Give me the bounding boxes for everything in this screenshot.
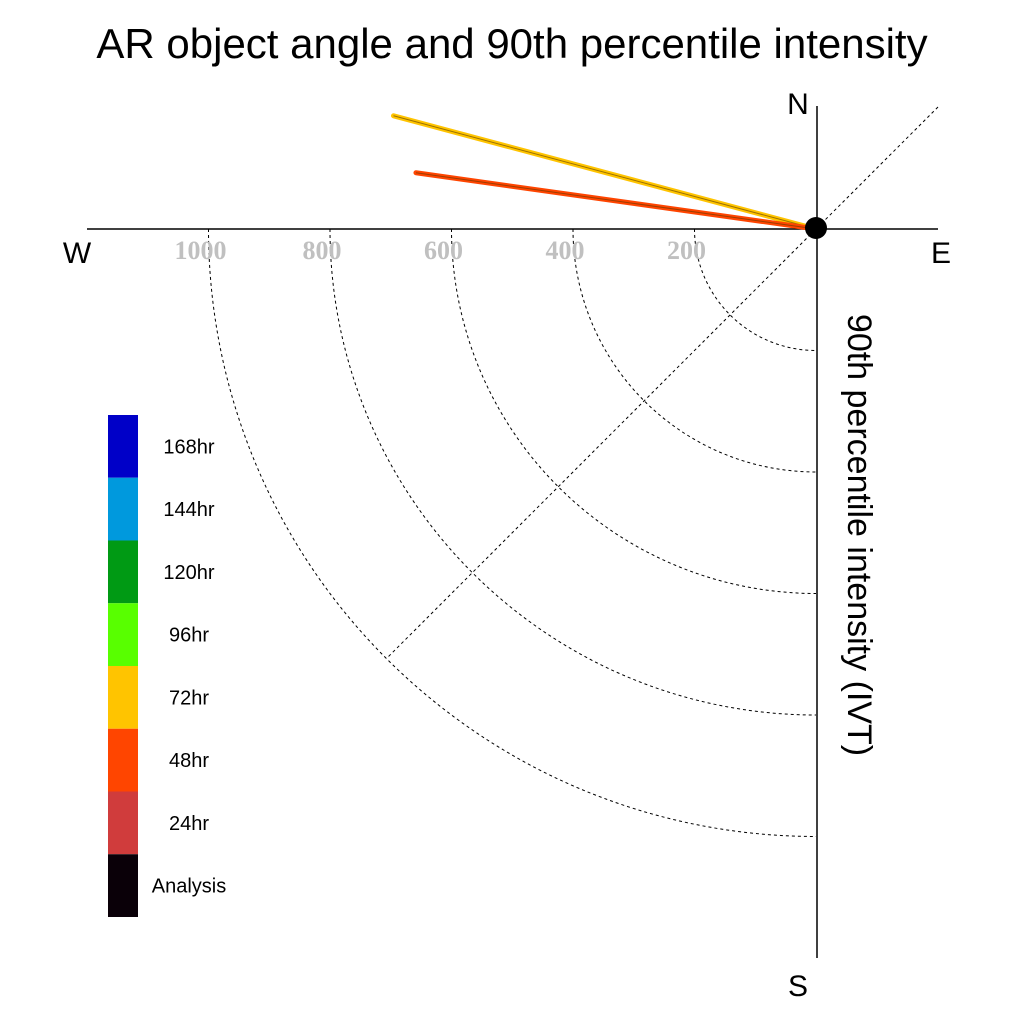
chart-title: AR object angle and 90th percentile inte… xyxy=(96,20,927,67)
compass-east-label: E xyxy=(931,237,951,270)
series-vector-outline-48hr xyxy=(415,172,817,230)
series-vectors xyxy=(391,113,819,232)
grid-diagonal xyxy=(387,106,939,658)
compass-north-label: N xyxy=(787,88,809,121)
radial-tick-label-200: 200 xyxy=(667,236,706,265)
legend-swatch-120hr xyxy=(108,540,138,604)
legend-label-144hr: 144hr xyxy=(163,499,214,521)
radial-tick-label-400: 400 xyxy=(546,236,585,265)
radial-tick-label-1000: 1000 xyxy=(175,236,227,265)
compass-south-label: S xyxy=(788,970,808,1003)
legend-label-Analysis: Analysis xyxy=(152,876,226,898)
y-axis-label: 90th percentile intensity (IVT) xyxy=(840,314,878,756)
grid-arc-1000 xyxy=(208,228,817,837)
grid-arc-600 xyxy=(451,228,817,594)
radial-tick-label-600: 600 xyxy=(424,236,463,265)
grid-arc-400 xyxy=(572,228,817,473)
legend-swatch-24hr xyxy=(108,791,138,855)
legend-swatch-Analysis xyxy=(108,854,138,917)
legend-label-96hr: 96hr xyxy=(169,625,209,647)
polar-grid xyxy=(208,106,939,837)
analysis-marker xyxy=(805,217,827,239)
legend-swatch-144hr xyxy=(108,477,138,541)
radial-tick-labels: 200 400 600 800 1000 xyxy=(175,236,707,265)
legend-label-72hr: 72hr xyxy=(169,687,209,709)
grid-arc-800 xyxy=(329,228,817,716)
legend-swatch-48hr xyxy=(108,728,138,792)
legend-label-48hr: 48hr xyxy=(169,750,209,772)
grid-arc-200 xyxy=(694,228,817,351)
legend-swatch-96hr xyxy=(108,603,138,666)
compass-west-label: W xyxy=(63,237,92,270)
legend-label-24hr: 24hr xyxy=(169,813,209,835)
legend-swatch-168hr xyxy=(108,415,138,478)
radial-tick-label-800: 800 xyxy=(303,236,342,265)
legend-label-168hr: 168hr xyxy=(163,436,214,458)
legend: 168hr 144hr 120hr 96hr 72hr 48hr 24hr Analysis xyxy=(108,415,226,917)
legend-label-120hr: 120hr xyxy=(163,562,214,584)
compass-axes: N S E W xyxy=(63,88,951,1003)
legend-swatch-72hr xyxy=(108,666,138,729)
series-vector-outline-72hr xyxy=(393,115,817,230)
